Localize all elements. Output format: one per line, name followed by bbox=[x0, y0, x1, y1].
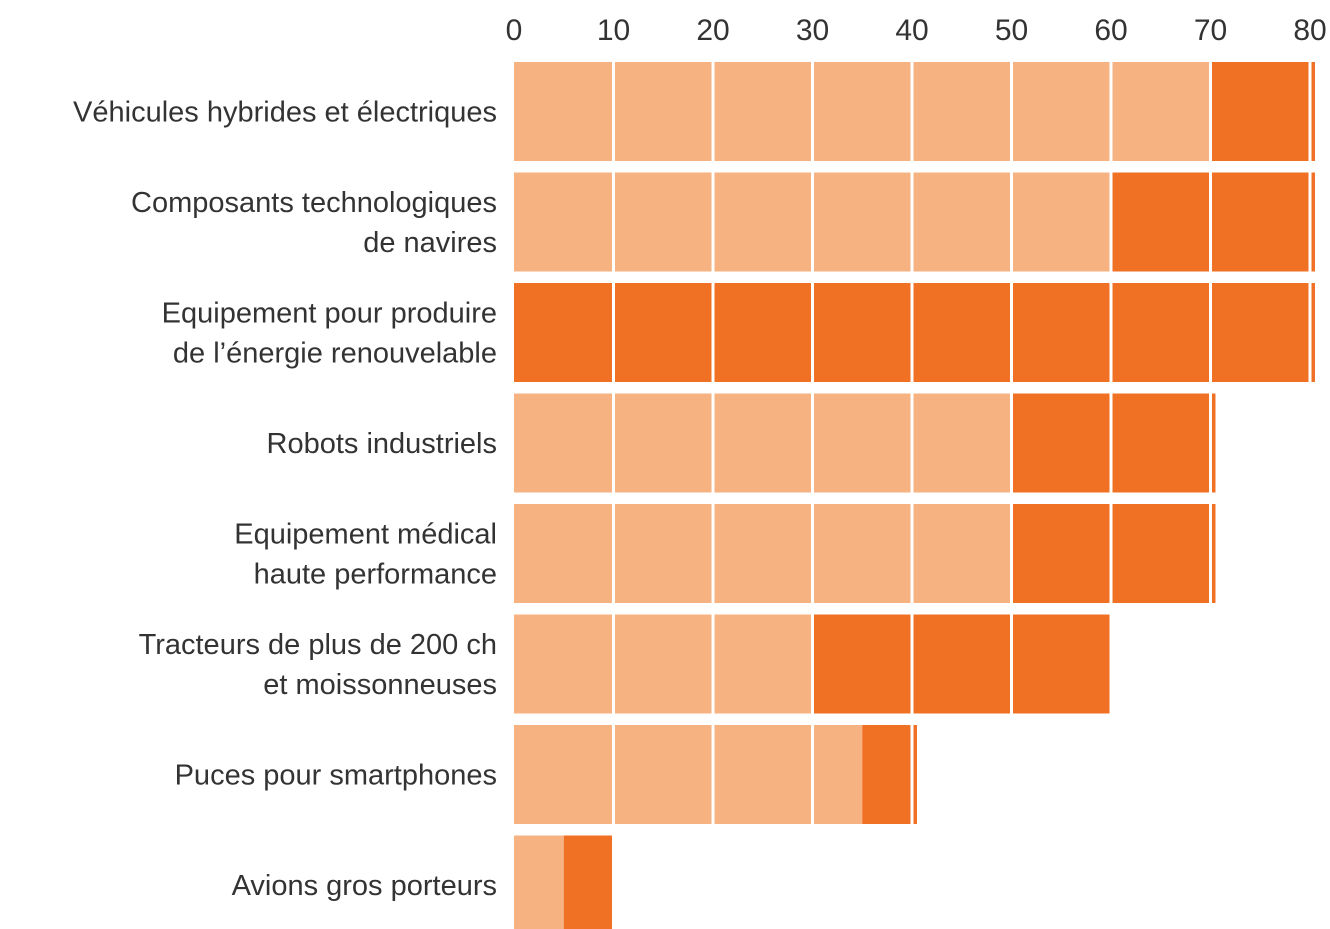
bar-segment-light-row-1 bbox=[514, 62, 1211, 161]
bar-segment-light-row-5 bbox=[514, 504, 1012, 603]
category-label-row-5-line-1: Equipement médical bbox=[234, 519, 497, 551]
gridlines bbox=[612, 60, 1312, 929]
bar-segment-dark-row-1 bbox=[1210, 62, 1315, 161]
x-tick-label-50: 50 bbox=[995, 14, 1028, 47]
bar-segment-dark-row-8 bbox=[563, 835, 614, 929]
category-label-row-2-line-1: Composants technologiques bbox=[131, 187, 497, 219]
category-label-row-1-line-1: Véhicules hybrides et électriques bbox=[73, 97, 497, 129]
category-label-row-3-line-1: Equipement pour produire bbox=[162, 298, 497, 330]
x-tick-label-20: 20 bbox=[696, 14, 729, 47]
category-label-row-7-line-1: Puces pour smartphones bbox=[175, 760, 497, 792]
x-tick-label-70: 70 bbox=[1194, 14, 1227, 47]
x-tick-label-60: 60 bbox=[1094, 14, 1127, 47]
bar-segment-light-row-6 bbox=[514, 614, 813, 714]
bar-segment-light-row-7 bbox=[514, 725, 863, 824]
bar-segment-dark-row-2 bbox=[1111, 172, 1315, 272]
x-axis-ticks: 0 10 20 30 40 50 60 70 80 bbox=[506, 14, 1327, 47]
bar-segment-dark-row-4 bbox=[1011, 393, 1216, 493]
bar-segment-light-row-8 bbox=[514, 835, 564, 929]
bars-layer bbox=[514, 62, 1315, 929]
x-tick-label-0: 0 bbox=[506, 14, 523, 47]
x-tick-label-30: 30 bbox=[796, 14, 829, 47]
category-label-row-8-line-1: Avions gros porteurs bbox=[232, 870, 497, 902]
bar-segment-dark-row-6 bbox=[812, 614, 1111, 714]
bar-segment-light-row-4 bbox=[514, 393, 1012, 493]
x-tick-label-10: 10 bbox=[597, 14, 630, 47]
category-label-row-2-line-2: de navires bbox=[363, 227, 497, 259]
category-label-row-5-line-2: haute performance bbox=[254, 559, 497, 591]
category-label-row-4-line-1: Robots industriels bbox=[267, 428, 498, 460]
category-label-row-3-line-2: de l’énergie renouvelable bbox=[173, 338, 497, 370]
bar-segment-dark-row-3 bbox=[514, 283, 1315, 382]
bar-segment-dark-row-5 bbox=[1011, 504, 1216, 603]
x-tick-label-80: 80 bbox=[1293, 14, 1326, 47]
category-label-row-6-line-1: Tracteurs de plus de 200 ch bbox=[139, 629, 497, 661]
category-labels: Véhicules hybrides et électriques Composa… bbox=[73, 97, 497, 903]
bar-segment-dark-row-7 bbox=[862, 725, 917, 824]
x-tick-label-40: 40 bbox=[895, 14, 928, 47]
category-label-row-6-line-2: et moissonneuses bbox=[263, 669, 497, 701]
